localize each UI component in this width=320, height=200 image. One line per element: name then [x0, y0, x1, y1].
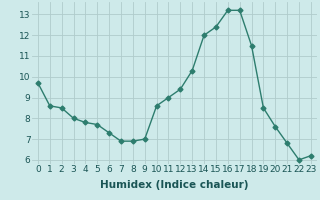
X-axis label: Humidex (Indice chaleur): Humidex (Indice chaleur)	[100, 180, 249, 190]
